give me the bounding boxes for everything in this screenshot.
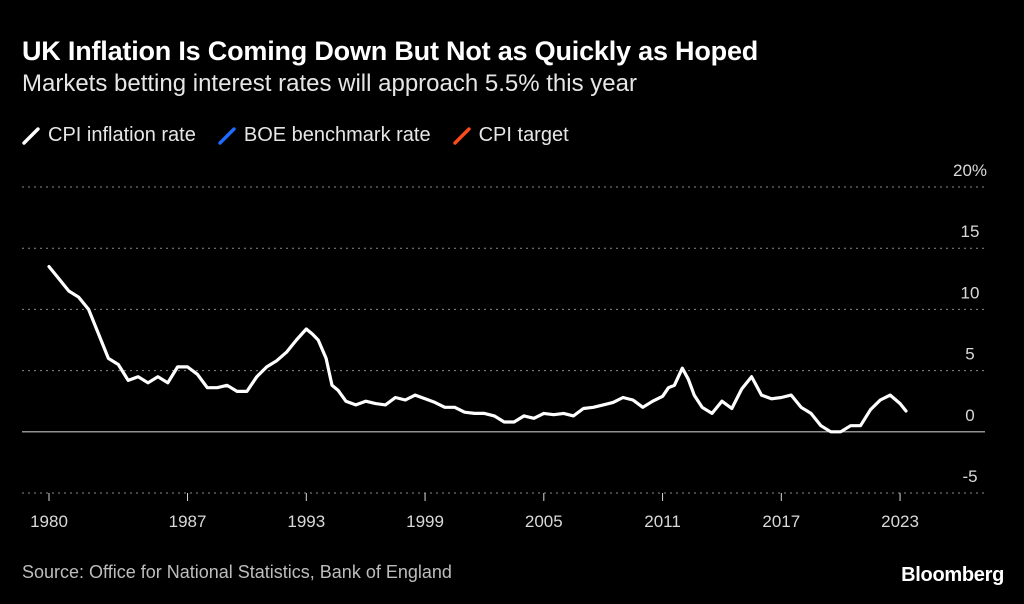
legend-swatch-cpi-icon: [22, 126, 40, 145]
legend: CPI inflation rate BOE benchmark rate CP…: [22, 124, 591, 147]
legend-label-cpi: CPI inflation rate: [48, 124, 196, 146]
legend-swatch-target-icon: [452, 126, 471, 145]
y-tick-label: 5: [965, 345, 974, 364]
legend-item-target: CPI target: [452, 124, 569, 147]
x-tick-label: 2005: [525, 512, 563, 531]
bloomberg-logo: Bloomberg: [901, 564, 1004, 586]
series-line-cpi-inflation-rate: [47, 265, 908, 434]
x-tick-label: 1980: [30, 512, 68, 531]
x-tick-label: 2023: [881, 512, 919, 531]
x-tick-label: 2011: [644, 512, 681, 531]
x-tick-label: 1987: [169, 512, 207, 531]
y-tick-label: 0: [965, 406, 974, 425]
x-tick-label: 1993: [287, 512, 325, 531]
legend-label-target: CPI target: [478, 124, 569, 146]
chart-subtitle: Markets betting interest rates will appr…: [22, 70, 637, 97]
chart-title: UK Inflation Is Coming Down But Not as Q…: [22, 36, 759, 66]
x-tick-label: 1999: [406, 512, 444, 531]
legend-item-boe: BOE benchmark rate: [218, 124, 431, 147]
source-note: Source: Office for National Statistics, …: [22, 562, 452, 582]
x-tick-label: 2017: [762, 512, 800, 531]
legend-item-cpi: CPI inflation rate: [22, 124, 196, 147]
y-tick-label: 10: [961, 283, 980, 302]
legend-swatch-boe-icon: [218, 126, 236, 145]
legend-label-boe: BOE benchmark rate: [243, 124, 431, 146]
y-tick-label: 20%: [953, 161, 987, 180]
y-tick-label: 15: [961, 222, 980, 241]
y-tick-label: -5: [962, 467, 977, 486]
